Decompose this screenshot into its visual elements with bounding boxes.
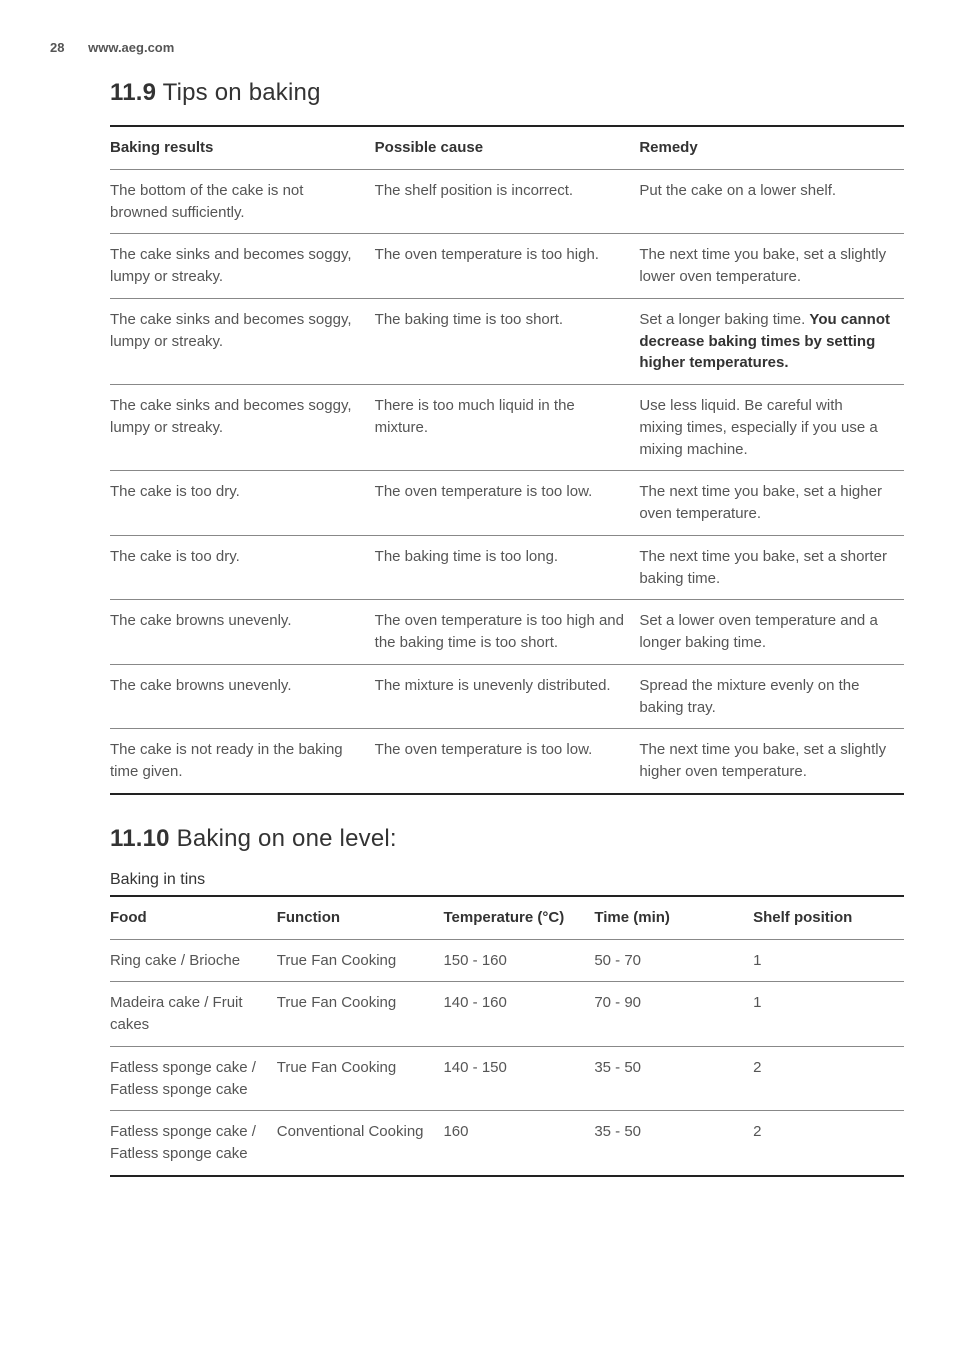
table-header-row: Baking results Possible cause Remedy: [110, 126, 904, 169]
level-table: Food Function Temperature (°C) Time (min…: [110, 895, 904, 1177]
table-row: Fatless sponge cake / Fatless sponge cak…: [110, 1111, 904, 1176]
header-url: www.aeg.com: [88, 40, 174, 55]
table-cell: Ring cake / Brio­che: [110, 939, 277, 982]
table-row: Fatless sponge cake / Fatless sponge cak…: [110, 1046, 904, 1111]
tips-table: Baking results Possible cause Remedy The…: [110, 125, 904, 795]
section-level-title: 11.10 Baking on one level:: [110, 825, 904, 853]
table-cell: Put the cake on a lower shelf.: [639, 169, 904, 234]
table-cell: The mixture is unevenly dis­tributed.: [375, 664, 640, 729]
table-cell: Conventional Cooking: [277, 1111, 444, 1176]
table-cell: The oven temperature is too low.: [375, 729, 640, 794]
table-cell: The oven temperature is too low.: [375, 471, 640, 536]
section-text: Baking on one level:: [177, 825, 397, 852]
page: 28 www.aeg.com 11.9 Tips on baking Bakin…: [0, 0, 954, 1217]
page-header: 28 www.aeg.com: [50, 40, 904, 55]
table-cell: The next time you bake, set a higher ove…: [639, 471, 904, 536]
table-cell: Spread the mixture evenly on the baking …: [639, 664, 904, 729]
table-cell: The baking time is too long.: [375, 535, 640, 600]
level-table-body: Ring cake / Brio­cheTrue Fan Cook­ing150…: [110, 939, 904, 1176]
table-cell: 1: [753, 982, 904, 1047]
table-header-row: Food Function Temperature (°C) Time (min…: [110, 896, 904, 939]
table-cell: The cake sinks and becomes soggy, lumpy …: [110, 385, 375, 471]
table-cell: 70 - 90: [594, 982, 753, 1047]
subheading-baking-in-tins: Baking in tins: [110, 871, 904, 889]
table-cell: 1: [753, 939, 904, 982]
table-cell: The cake sinks and becomes soggy, lumpy …: [110, 234, 375, 299]
table-cell: 50 - 70: [594, 939, 753, 982]
table-cell: The cake browns unevenly.: [110, 664, 375, 729]
section-number: 11.9: [110, 79, 156, 106]
table-cell: The oven temperature is too high and the…: [375, 600, 640, 665]
col-time: Time (min): [594, 896, 753, 939]
table-cell: Use less liquid. Be careful with mixing …: [639, 385, 904, 471]
table-row: The cake sinks and becomes soggy, lumpy …: [110, 234, 904, 299]
table-cell: There is too much liquid in the mixture.: [375, 385, 640, 471]
table-cell: 35 - 50: [594, 1111, 753, 1176]
table-row: The cake sinks and becomes soggy, lumpy …: [110, 298, 904, 384]
col-shelf-position: Shelf position: [753, 896, 904, 939]
table-cell: The cake browns unevenly.: [110, 600, 375, 665]
table-cell: The shelf position is incor­rect.: [375, 169, 640, 234]
table-cell: The next time you bake, set a shorter ba…: [639, 535, 904, 600]
col-temperature: Temperature (°C): [443, 896, 594, 939]
table-cell: The bottom of the cake is not browned su…: [110, 169, 375, 234]
table-row: The cake is not ready in the baking time…: [110, 729, 904, 794]
table-cell: The baking time is too short.: [375, 298, 640, 384]
table-cell: 150 - 160: [443, 939, 594, 982]
table-cell: The next time you bake, set a slightly l…: [639, 234, 904, 299]
section-tips-title: 11.9 Tips on baking: [110, 79, 904, 107]
table-row: The cake is too dry.The oven temperature…: [110, 471, 904, 536]
col-remedy: Remedy: [639, 126, 904, 169]
table-cell: The cake is too dry.: [110, 535, 375, 600]
table-cell: Set a lower oven tempera­ture and a long…: [639, 600, 904, 665]
table-row: Madeira cake / Fruit cakesTrue Fan Cook­…: [110, 982, 904, 1047]
table-cell: 2: [753, 1111, 904, 1176]
col-baking-results: Baking results: [110, 126, 375, 169]
col-function: Function: [277, 896, 444, 939]
table-cell: The oven temperature is too high.: [375, 234, 640, 299]
table-cell: The next time you bake, set a slightly h…: [639, 729, 904, 794]
col-possible-cause: Possible cause: [375, 126, 640, 169]
table-cell: 2: [753, 1046, 904, 1111]
table-row: Ring cake / Brio­cheTrue Fan Cook­ing150…: [110, 939, 904, 982]
table-row: The cake is too dry.The baking time is t…: [110, 535, 904, 600]
col-food: Food: [110, 896, 277, 939]
table-row: The cake browns unevenly.The mixture is …: [110, 664, 904, 729]
table-cell: The cake is not ready in the baking time…: [110, 729, 375, 794]
table-cell: 140 - 160: [443, 982, 594, 1047]
section-number: 11.10: [110, 825, 170, 852]
table-cell: The cake is too dry.: [110, 471, 375, 536]
table-row: The bottom of the cake is not browned su…: [110, 169, 904, 234]
table-cell: True Fan Cook­ing: [277, 939, 444, 982]
table-cell: 140 - 150: [443, 1046, 594, 1111]
tips-table-body: The bottom of the cake is not browned su…: [110, 169, 904, 794]
table-cell: Set a longer baking time. You cannot dec…: [639, 298, 904, 384]
section-text: Tips on baking: [163, 79, 321, 106]
table-row: The cake browns unevenly.The oven temper…: [110, 600, 904, 665]
table-cell: Fatless sponge cake / Fatless sponge cak…: [110, 1046, 277, 1111]
table-cell: The cake sinks and becomes soggy, lumpy …: [110, 298, 375, 384]
table-cell: True Fan Cook­ing: [277, 1046, 444, 1111]
table-cell: 35 - 50: [594, 1046, 753, 1111]
table-cell: Madeira cake / Fruit cakes: [110, 982, 277, 1047]
table-row: The cake sinks and becomes soggy, lumpy …: [110, 385, 904, 471]
table-cell: True Fan Cook­ing: [277, 982, 444, 1047]
page-number: 28: [50, 40, 64, 55]
table-cell: Fatless sponge cake / Fatless sponge cak…: [110, 1111, 277, 1176]
table-cell: 160: [443, 1111, 594, 1176]
